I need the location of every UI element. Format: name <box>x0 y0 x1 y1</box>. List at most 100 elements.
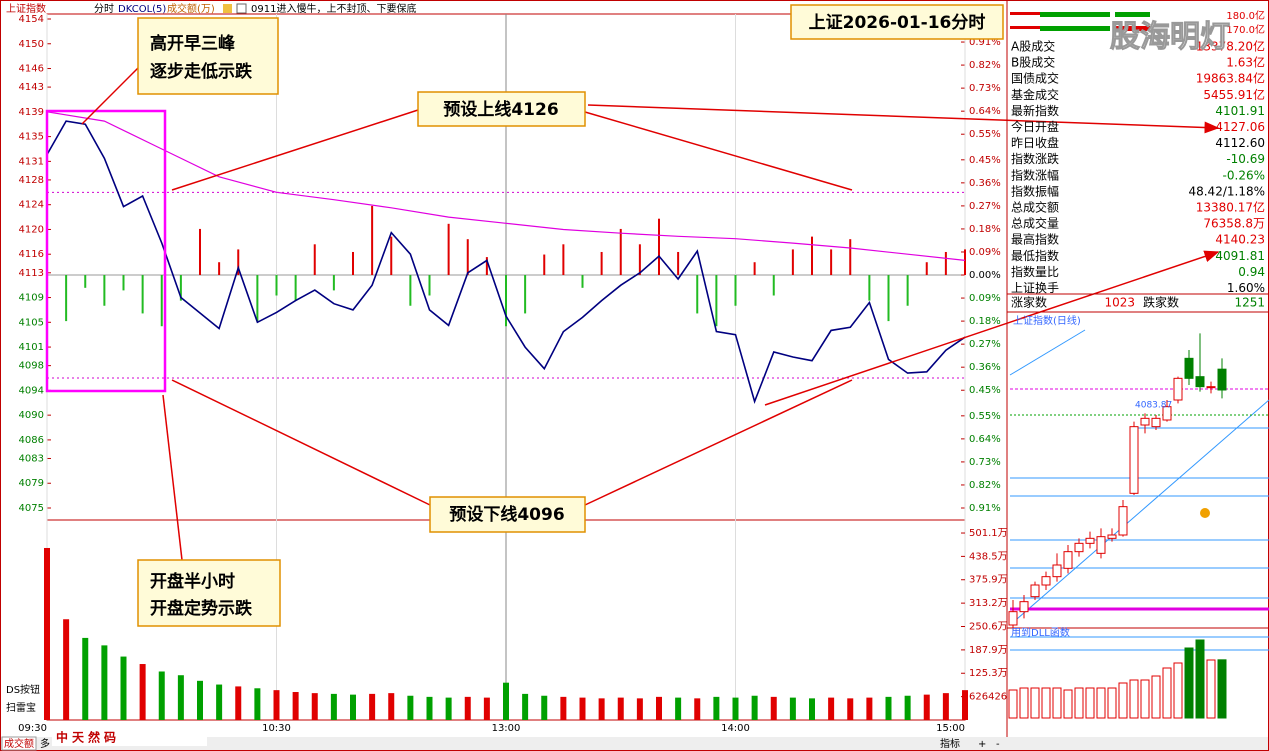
y2-tick-label: 0.09% <box>969 293 1001 304</box>
info-value: 4127.06 <box>1215 120 1265 134</box>
kline-volume-bar <box>1129 679 1139 719</box>
volume-bar <box>866 697 873 720</box>
dkcol-bar <box>944 251 947 276</box>
dkcol-bar <box>371 205 374 276</box>
y-tick-label: 4109 <box>19 293 44 304</box>
dkcol-bar <box>677 251 680 276</box>
dkcol-bar <box>906 275 909 306</box>
brand-box <box>52 729 207 746</box>
icon <box>223 4 232 13</box>
tab-label[interactable]: 多 <box>40 737 50 750</box>
toolbar-note: 0911进入慢牛，上不封顶、下要保底 <box>251 2 416 15</box>
arrow <box>584 111 853 191</box>
y-tick-label: 4105 <box>19 317 44 328</box>
trend-line <box>1009 329 1086 376</box>
tab[interactable] <box>1 736 37 751</box>
volume-bar <box>369 693 376 720</box>
y2-tick-label: 0.18% <box>969 224 1001 235</box>
dkcol-bar <box>753 262 756 276</box>
annotation-text: 预设上线4126 <box>443 99 558 120</box>
volume-bar <box>560 696 567 720</box>
kline-volume-bar <box>1030 687 1040 719</box>
volume-bar <box>598 698 605 720</box>
volume-bar <box>789 697 796 720</box>
toolbar-indicator[interactable]: DKCOL(5) <box>118 4 166 15</box>
dkcol-bar <box>390 236 393 276</box>
dkcol-bar <box>275 275 278 296</box>
kline-volume-bar <box>1074 687 1084 719</box>
dkcol-bar <box>562 244 565 276</box>
volume-bar <box>407 695 414 720</box>
tab-label[interactable]: 成交额 <box>4 737 34 750</box>
price-label: 4083.87 <box>1135 401 1172 411</box>
dkcol-bar <box>581 275 584 288</box>
volume-bar <box>330 693 337 720</box>
toolbar-period[interactable]: 分时 <box>94 3 114 15</box>
dkcol-bar <box>199 228 201 276</box>
volume-bar <box>942 693 949 720</box>
dkcol-bar <box>830 249 833 276</box>
volume-bar <box>82 637 89 720</box>
kline-volume-bar <box>1107 687 1117 719</box>
volume-bar <box>962 690 968 720</box>
info-value: 19863.84亿 <box>1196 71 1265 86</box>
info-value: 4101.91 <box>1215 104 1265 118</box>
y2-tick-label: 0.91% <box>969 503 1001 514</box>
candle-body <box>1195 376 1205 388</box>
dkcol-bar <box>352 251 354 276</box>
kline-volume-bar <box>1041 687 1051 719</box>
breadth-label: 涨家数 <box>1011 295 1047 310</box>
dkcol-bar <box>696 275 699 314</box>
y2-tick-label: 0.45% <box>969 385 1001 396</box>
side-label[interactable]: DS按钮 <box>6 683 40 696</box>
y2-tick-label: 0.36% <box>969 362 1001 373</box>
button-label[interactable]: + <box>978 739 986 750</box>
volume-bar <box>675 697 682 720</box>
y2-tick-label: 0.55% <box>969 129 1001 140</box>
y2-tick-label: 0.27% <box>969 339 1001 350</box>
dkcol-bar <box>887 275 890 322</box>
dkcol-bar <box>638 244 641 276</box>
kline-volume-bar <box>1162 667 1172 719</box>
y2-tick-label: 0.73% <box>969 457 1001 468</box>
info-label: 国债成交 <box>1011 71 1059 86</box>
average-line <box>46 111 966 261</box>
annotations: 高开早三峰 逐步走低示跌 预设上线4126 预设下线4096 开盘半小时 开盘定… <box>137 4 1004 627</box>
y2-tick-label: 438.5万 <box>969 551 1008 562</box>
kline-volume-bar <box>1173 662 1183 719</box>
arrow <box>764 250 1220 406</box>
toolbar-index[interactable]: 上证指数 <box>6 2 46 15</box>
info-value: 0.94 <box>1238 265 1265 279</box>
x-tick-label: 10:30 <box>262 723 291 734</box>
info-label: 指数涨跌 <box>1011 151 1059 166</box>
info-label: 指数涨幅 <box>1011 167 1059 182</box>
volume-bar <box>828 697 835 720</box>
volume-bar <box>177 675 184 720</box>
volume-bar <box>770 696 777 720</box>
candle-body <box>1019 601 1029 613</box>
y2-tick-label: 0.36% <box>969 178 1001 189</box>
arrow <box>584 379 853 506</box>
info-value: 1.60% <box>1227 281 1265 295</box>
toolbar-volume[interactable]: 成交额(万) <box>167 2 215 15</box>
watermark: 股海明灯 <box>1110 20 1230 55</box>
y-tick-label: 4154 <box>19 14 44 25</box>
dkcol-bar <box>485 257 488 276</box>
breadth-label: 跌家数 <box>1143 295 1179 310</box>
kline: 4083.87 <box>1008 333 1227 719</box>
annotation-box <box>417 91 586 127</box>
y2-tick-label: 0.18% <box>969 316 1001 327</box>
dkcol-bar <box>332 275 335 291</box>
volume-bar <box>694 698 701 720</box>
info-label: A股成交 <box>1011 39 1055 54</box>
button-label[interactable]: 指标 <box>940 737 960 750</box>
dkcol-bar <box>466 239 469 276</box>
arrow <box>171 379 431 506</box>
side-label[interactable]: 扫雷宝 <box>6 701 36 714</box>
dkcol-bar <box>734 275 737 306</box>
info-value: 5455.91亿 <box>1203 87 1265 102</box>
button-label[interactable]: - <box>996 739 1000 750</box>
y2-tick-label: 375.9万 <box>969 575 1008 586</box>
dkcol-bar <box>925 262 928 276</box>
